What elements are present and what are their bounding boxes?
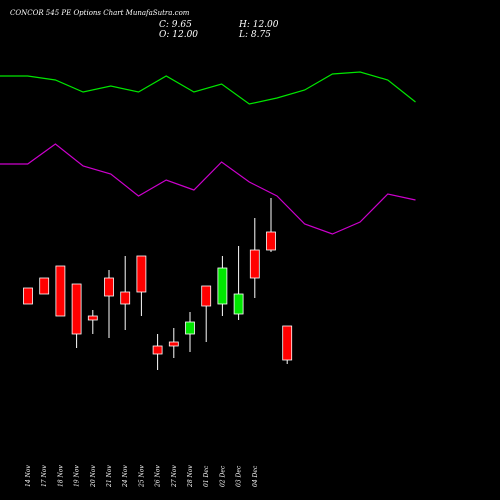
candle	[104, 270, 114, 338]
x-tick-label: 20 Nov	[90, 465, 97, 488]
candle	[168, 328, 179, 358]
candle-body	[249, 249, 260, 279]
candle	[39, 277, 50, 295]
x-tick-label: 02 Dec	[219, 465, 226, 487]
candle	[266, 198, 276, 252]
high-readout: H: 12.00	[238, 20, 279, 30]
candles	[23, 198, 293, 370]
x-tick-label: 18 Nov	[57, 465, 64, 487]
candle	[185, 312, 195, 352]
candle-body	[217, 267, 228, 305]
candle	[120, 256, 131, 330]
chart-title: CONCOR 545 PE Options Chart MunafaSutra.…	[10, 9, 190, 17]
candle	[87, 310, 98, 334]
x-tick-label: 19 Nov	[74, 465, 81, 487]
x-tick-label: 01 Dec	[203, 465, 210, 487]
close-readout: C: 9.65	[159, 20, 192, 30]
candle	[23, 287, 33, 305]
x-tick-label: 28 Nov	[187, 465, 194, 488]
overlay-line-1	[0, 71, 416, 105]
x-tick-label: 27 Nov	[171, 465, 178, 488]
candle-body	[201, 285, 212, 307]
candle-body	[152, 345, 163, 355]
candle-body	[168, 341, 179, 347]
open-readout: O: 12.00	[159, 30, 198, 40]
candle-body	[282, 325, 293, 361]
x-tick-label: 17 Nov	[41, 465, 48, 487]
candle-body	[185, 321, 195, 335]
low-readout: L: 8.75	[238, 30, 271, 40]
candle-body	[39, 277, 50, 295]
candle	[282, 325, 293, 364]
x-tick-label: 25 Nov	[138, 465, 145, 488]
candle	[233, 246, 244, 320]
candle-body	[136, 255, 147, 293]
candle-body	[23, 287, 33, 305]
x-tick-label: 03 Dec	[236, 465, 243, 487]
overlay-lines	[0, 71, 416, 235]
candle-body	[55, 265, 66, 317]
candle-body	[233, 293, 244, 315]
candle-body	[71, 283, 82, 335]
x-tick-label: 04 Dec	[252, 465, 259, 487]
candle	[55, 265, 66, 317]
x-tick-label: 21 Nov	[106, 465, 113, 488]
x-tick-label: 14 Nov	[25, 465, 32, 487]
candle	[152, 334, 163, 370]
x-axis-ticks: 14 Nov 17 Nov 18 Nov 19 Nov 20 Nov 21 Nov 24 N…	[25, 465, 259, 488]
candle	[201, 285, 212, 342]
candle-body	[120, 291, 131, 305]
candle-body	[266, 231, 276, 251]
candle	[71, 283, 82, 348]
candle	[136, 255, 147, 316]
candle	[217, 256, 228, 316]
candle	[249, 218, 260, 298]
overlay-line-2	[0, 143, 416, 235]
candle-body	[104, 277, 114, 297]
candle-body	[87, 315, 98, 321]
x-tick-label: 26 Nov	[155, 465, 162, 488]
x-tick-label: 24 Nov	[122, 465, 129, 488]
